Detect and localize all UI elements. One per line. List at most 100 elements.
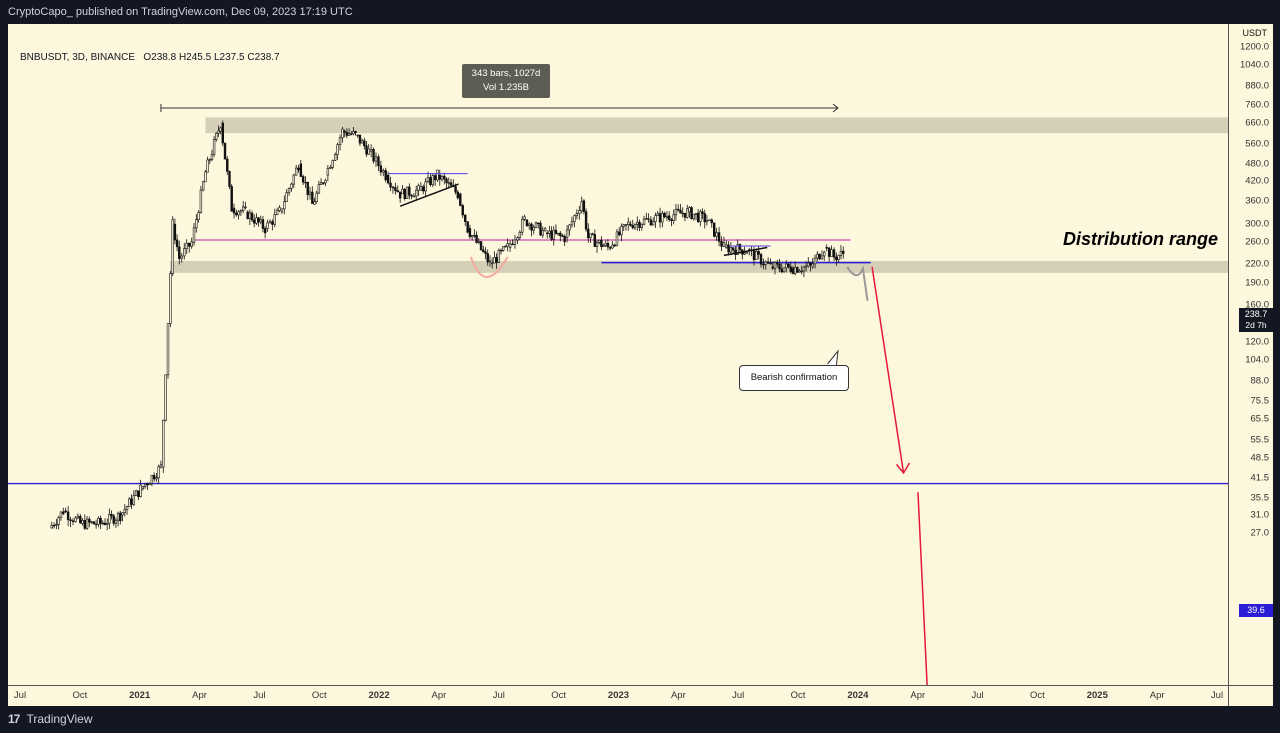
time-tick-label: Oct	[1030, 690, 1045, 701]
candle-body	[55, 524, 58, 526]
candle-body	[253, 219, 256, 224]
candle-body	[244, 206, 247, 208]
candle-body	[169, 273, 172, 324]
candle-body	[497, 249, 500, 263]
candle-body	[556, 232, 560, 235]
candle-body	[793, 267, 797, 274]
candle-body	[255, 217, 258, 224]
candle-body	[734, 249, 737, 255]
candle-body	[811, 263, 814, 268]
time-axis[interactable]: Jul Oct 2021 Apr Jul Oct 2022 Apr Jul Oct 2023 Apr J…	[8, 685, 1228, 706]
candle-body	[299, 163, 303, 177]
price-tick-label: 35.5	[1250, 492, 1270, 504]
candle-body	[386, 174, 390, 184]
candle-body	[76, 515, 80, 519]
candle-body	[468, 228, 472, 238]
candle-body	[523, 216, 526, 220]
candle-body	[369, 149, 373, 152]
candle-body	[123, 509, 126, 513]
time-tick-label: 2024	[847, 690, 869, 701]
candle-body	[317, 184, 321, 194]
candle-body	[443, 175, 446, 180]
price-tick-label: 420.0	[1245, 175, 1269, 187]
candle-body	[534, 222, 538, 228]
candle-body	[631, 225, 634, 229]
time-tick-label: Apr	[192, 690, 207, 701]
candle-body	[71, 520, 75, 522]
candle-body	[201, 181, 205, 191]
candle-body	[204, 171, 207, 183]
candle-body	[90, 521, 93, 523]
price-axis[interactable]: 1200.0 1040.0 880.0 760.0 660.0 560.0 480.0 420…	[1228, 24, 1273, 685]
candle-body	[820, 255, 824, 260]
candle-body	[52, 524, 56, 527]
candle-body	[85, 518, 89, 529]
candle-body	[667, 215, 671, 220]
candle-body	[275, 210, 279, 215]
candle-body	[604, 243, 607, 246]
candle-body	[438, 174, 441, 180]
candle-body	[563, 235, 566, 243]
candle-body	[755, 251, 758, 261]
candle-body	[766, 261, 770, 264]
candle-body	[306, 181, 309, 196]
candle-body	[587, 228, 590, 239]
candle-body	[611, 244, 614, 249]
candle-body	[345, 131, 349, 136]
time-tick-label: Oct	[790, 690, 806, 701]
candle-body	[629, 223, 632, 226]
candle-body	[787, 263, 790, 268]
candle-body	[752, 249, 756, 261]
candle-body	[97, 518, 100, 525]
candle-body	[81, 520, 84, 524]
candle-body	[235, 212, 238, 216]
candle-body	[132, 495, 136, 505]
time-tick-label: Apr	[670, 690, 686, 701]
candle-body	[139, 484, 142, 497]
candle-body	[670, 219, 673, 221]
candle-body	[322, 182, 325, 184]
candle-body	[396, 190, 399, 193]
candle-body	[789, 266, 792, 273]
candle-body	[554, 229, 558, 234]
candle-body	[152, 475, 156, 480]
candle-body	[506, 243, 509, 247]
candle-body	[246, 211, 249, 219]
candle-body	[315, 192, 318, 202]
price-tick-label: 88.0	[1250, 375, 1270, 387]
candle-body	[809, 262, 812, 266]
candle-body	[638, 221, 641, 228]
low-highlight-circle	[469, 256, 509, 278]
price-tick-label: 160.0	[1245, 299, 1269, 311]
candle-body	[674, 208, 678, 216]
candle-body	[88, 518, 91, 523]
candle-body	[759, 254, 763, 265]
triangle-trendline-2023	[723, 246, 768, 257]
price-chart[interactable]	[8, 24, 1228, 685]
candle-body	[206, 159, 209, 173]
candle-body	[532, 227, 535, 231]
candle-body	[764, 261, 767, 265]
candle-body	[192, 227, 196, 243]
candle-body	[94, 523, 98, 526]
candle-body	[338, 137, 342, 145]
candle-body	[677, 208, 680, 211]
candle-body	[479, 241, 483, 251]
candle-body	[297, 167, 300, 171]
candle-body	[92, 521, 96, 525]
time-tick-label: 2021	[129, 690, 151, 701]
candle-body	[250, 212, 254, 221]
candle-body	[727, 244, 730, 253]
candle-body	[511, 243, 514, 245]
candle-body	[301, 176, 305, 183]
price-tick-label: 190.0	[1245, 277, 1269, 289]
candle-body	[341, 128, 344, 139]
chart-area[interactable]: BNBUSDT, 3D, BINANCE O238.8 H245.5 L237.…	[8, 24, 1228, 685]
candle-body	[237, 211, 240, 216]
candle-body	[391, 186, 395, 189]
candle-body	[257, 217, 260, 223]
measure-end-arrow	[832, 103, 839, 113]
price-tick-label: 48.5	[1250, 452, 1270, 464]
time-tick-label: Apr	[910, 690, 926, 701]
projected-path	[846, 264, 869, 301]
